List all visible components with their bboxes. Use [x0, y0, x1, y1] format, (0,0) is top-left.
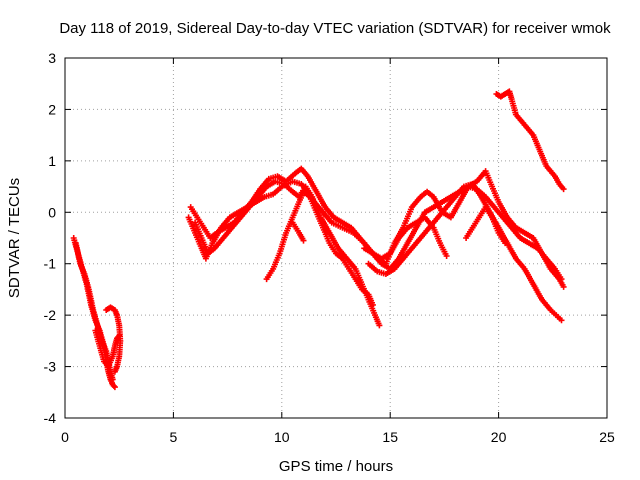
x-tick-label: 15 — [382, 429, 398, 445]
x-tick-label: 25 — [599, 429, 615, 445]
series-b1 — [185, 178, 565, 283]
data-points — [192, 178, 383, 329]
y-axis-label: SDTVAR / TECUs — [6, 178, 23, 298]
x-tick-label: 20 — [491, 429, 507, 445]
y-tick-label: 1 — [48, 153, 56, 169]
x-tick-label: 10 — [274, 429, 290, 445]
series-b6 — [361, 214, 450, 262]
y-tick-label: 2 — [48, 101, 56, 117]
data-points — [263, 188, 376, 308]
data-series — [70, 88, 567, 391]
y-tick-label: -4 — [44, 410, 57, 426]
data-points — [463, 204, 509, 247]
series-b8 — [463, 204, 509, 247]
data-points — [361, 214, 450, 262]
x-axis-label: GPS time / hours — [279, 458, 393, 475]
axis-ticks: 0 5 10 15 20 25 -4 -3 -2 -1 0 1 2 3 — [44, 50, 615, 445]
y-tick-label: -2 — [44, 307, 57, 323]
series-b3 — [192, 178, 383, 329]
data-points — [103, 304, 124, 375]
series-c1 — [493, 88, 567, 193]
data-points — [365, 181, 565, 324]
data-points — [493, 88, 567, 193]
data-points — [92, 327, 123, 370]
grid — [65, 58, 607, 418]
series-b7 — [365, 181, 565, 324]
y-tick-label: -1 — [44, 256, 57, 272]
y-tick-label: -3 — [44, 359, 57, 375]
chart-title: Day 118 of 2019, Sidereal Day-to-day VTE… — [59, 20, 611, 37]
series-b4 — [263, 188, 376, 308]
x-tick-label: 5 — [170, 429, 178, 445]
y-tick-label: 0 — [48, 204, 56, 220]
y-tick-label: 3 — [48, 50, 56, 66]
series-a3 — [92, 327, 123, 370]
x-tick-label: 0 — [61, 429, 69, 445]
data-points — [289, 219, 307, 244]
series-a4 — [103, 304, 124, 375]
data-points — [185, 178, 565, 283]
plot-frame — [64, 57, 608, 419]
series-b5 — [289, 219, 307, 244]
